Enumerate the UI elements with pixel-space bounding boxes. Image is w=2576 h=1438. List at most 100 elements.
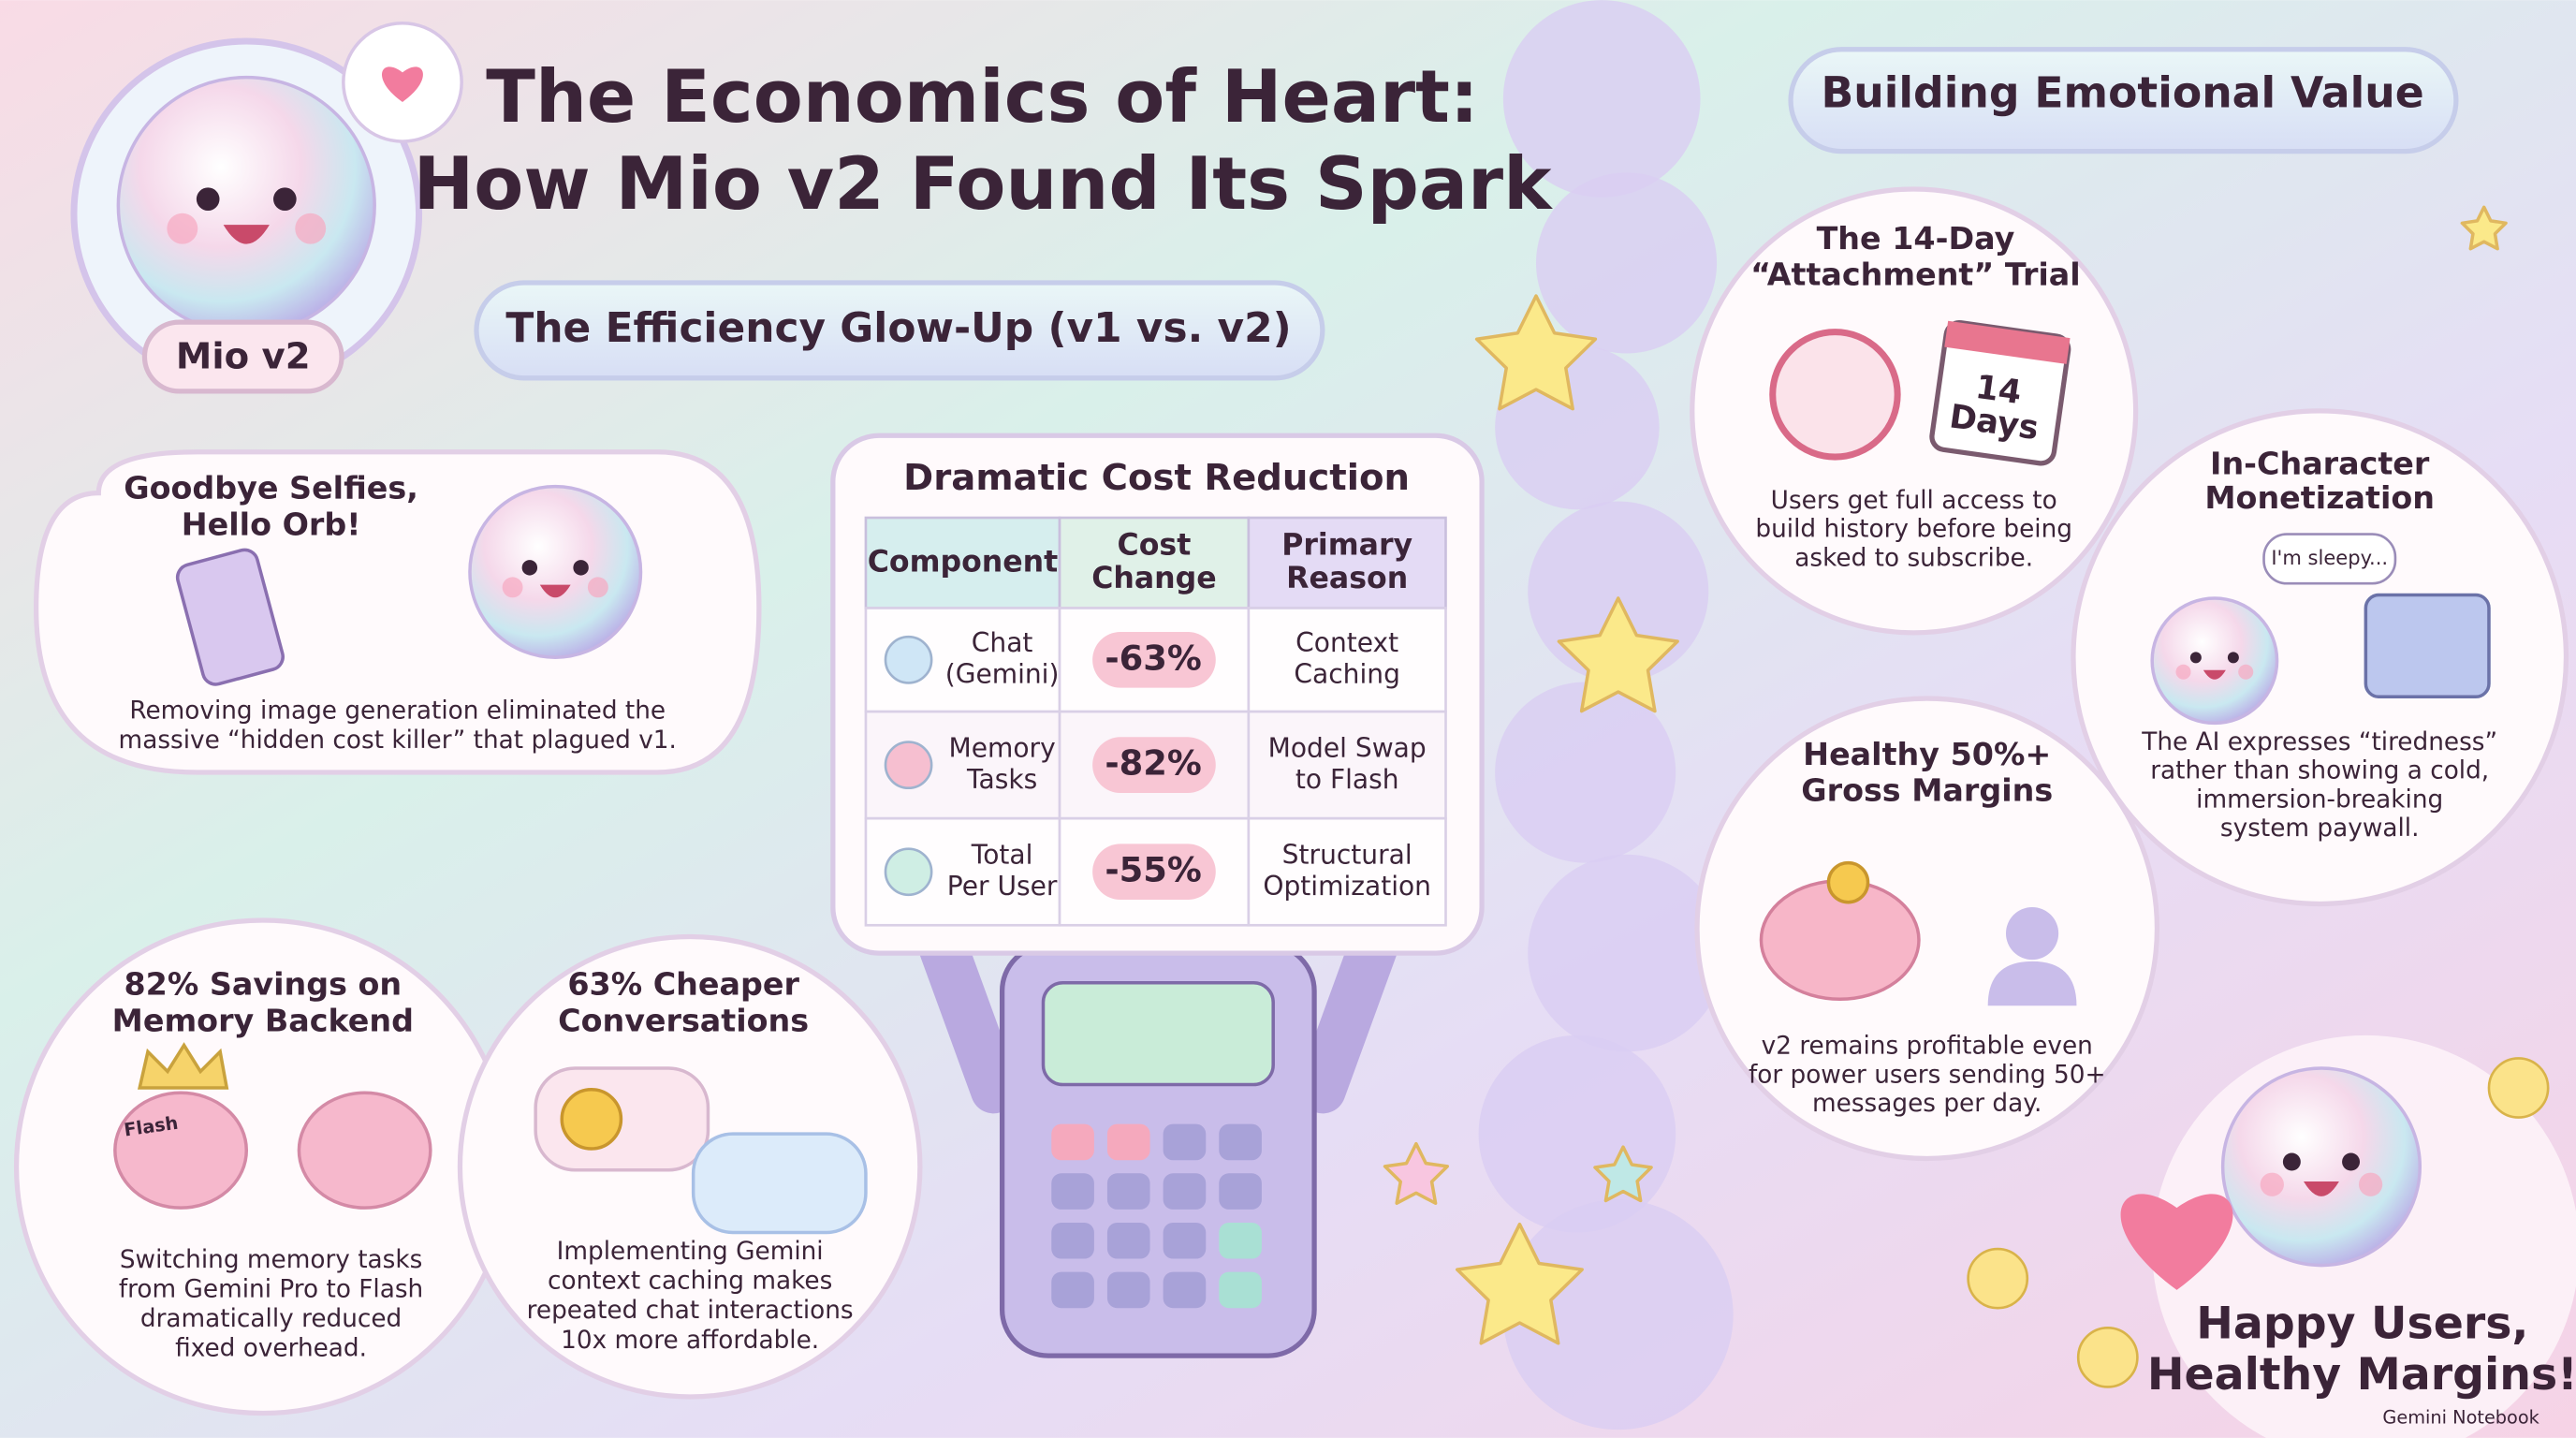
title-line: How Mio v2 Found Its Spark [414,142,1553,227]
star [2460,205,2508,251]
panel-body: immersion-breaking [2196,785,2443,814]
panel-body: from Gemini Pro to Flash [119,1275,423,1303]
calendar-text: 14 [1973,368,2024,412]
footer-line: Happy Users, [2196,1299,2528,1350]
orb [468,484,643,659]
panel-title: Healthy 50%+ [1803,736,2051,772]
table-header: Primary [1281,529,1412,563]
panel-body: for power users sending 50+ [1749,1061,2106,1089]
orb-cheek [502,577,523,598]
star [1593,1145,1653,1203]
calculator-arm [1296,924,1398,1114]
chat-bubble [691,1132,868,1235]
table-text: Tasks [966,764,1037,795]
panel-body: rather than showing a cold, [2150,757,2489,785]
brand: Gemini Notebook [2382,1406,2539,1428]
panel-bubble [457,933,923,1400]
panel-title: The 14-Day [1817,220,2015,257]
calculator-key [1051,1123,1094,1161]
smiley [1967,1247,2029,1310]
user-icon [1987,961,2077,1006]
table-text: Model Swap [1268,732,1427,763]
panel-title: In-Character [2210,445,2430,481]
orb-eye [273,187,297,212]
orb-mouth [223,225,270,244]
speech-text: I'm sleepy... [2271,546,2388,569]
cost-change: -55% [1105,850,1201,890]
calculator-key [1219,1173,1262,1210]
calculator-arm [918,924,1020,1114]
cloud [1478,1034,1676,1233]
table-cell [864,607,1061,713]
calculator-key [1106,1173,1150,1210]
orb-eye [2189,652,2202,664]
panel-body: v2 remains profitable even [1762,1033,2093,1061]
orb-eye [2282,1152,2301,1171]
change-pill [1092,631,1216,688]
table-text: Optimization [1263,871,1431,902]
table-cell [1247,607,1447,713]
table-header: Reason [1286,562,1408,595]
orb [2220,1066,2422,1268]
panel-title: Monetization [2204,479,2435,516]
footer-line: Healthy Margins! [2147,1349,2576,1401]
row-icon [884,847,933,897]
panel-title: Conversations [558,1002,809,1038]
orb-eye [2342,1152,2361,1171]
orb [2150,596,2279,726]
calculator-key [1106,1271,1150,1309]
orb-cheek [587,577,608,598]
calculator-key [1219,1123,1262,1161]
brain [297,1091,432,1210]
calculator-key [1219,1222,1262,1259]
badge [141,319,344,394]
table-text: Context [1295,627,1398,658]
calculator-key [1163,1173,1207,1210]
change-pill [1092,844,1216,901]
orb-eye [521,560,538,576]
clock [1769,329,1901,461]
cloud [1502,0,1701,198]
sad-box [2364,593,2491,699]
star [1474,294,1598,411]
table-header: Cost [1118,529,1192,563]
panel-body: Implementing Gemini [557,1238,824,1266]
calculator-key [1051,1222,1094,1259]
panel-body: system paywall. [2220,814,2420,843]
cost-change: -82% [1105,743,1201,784]
star [1456,1222,1584,1345]
cloud [1495,682,1676,863]
panel-body: build history before being [1755,516,2072,544]
speech-bubble [2262,533,2397,585]
orb-cheek [2260,1172,2284,1196]
cloud [1528,501,1709,682]
badge-text: Mio v2 [176,335,311,377]
calculator-key [1163,1222,1207,1259]
table-header-cell [1247,516,1447,609]
subtitle: The Efficiency Glow-Up (v1 vs. v2) [505,304,1291,352]
panel-title: Memory Backend [112,1002,414,1038]
table-header: Component [868,545,1059,579]
panel-title: 82% Savings on [124,966,402,1003]
panel-body: 10x more affordable. [561,1327,819,1355]
calculator-key [1219,1271,1262,1309]
coin [560,1088,623,1151]
panel-body: Switching memory tasks [120,1246,422,1274]
title-line: The Economics of Heart: [486,55,1479,139]
orb-mouth [539,584,571,598]
table-text: Chat [972,627,1033,658]
panel-title: “Attachment” Trial [1750,257,2081,293]
table-text: Per User [947,871,1058,902]
star [1383,1141,1449,1205]
user-icon [2005,906,2059,961]
panel-title: Hello Orb! [182,506,361,542]
cloud [1536,172,1718,354]
table-text: Caching [1294,658,1399,689]
panel-bubble [2071,408,2569,907]
panel-bubble [1694,696,2160,1162]
calculator-key [1163,1123,1207,1161]
table-text: Memory [949,732,1056,763]
calculator-key [1051,1271,1094,1309]
